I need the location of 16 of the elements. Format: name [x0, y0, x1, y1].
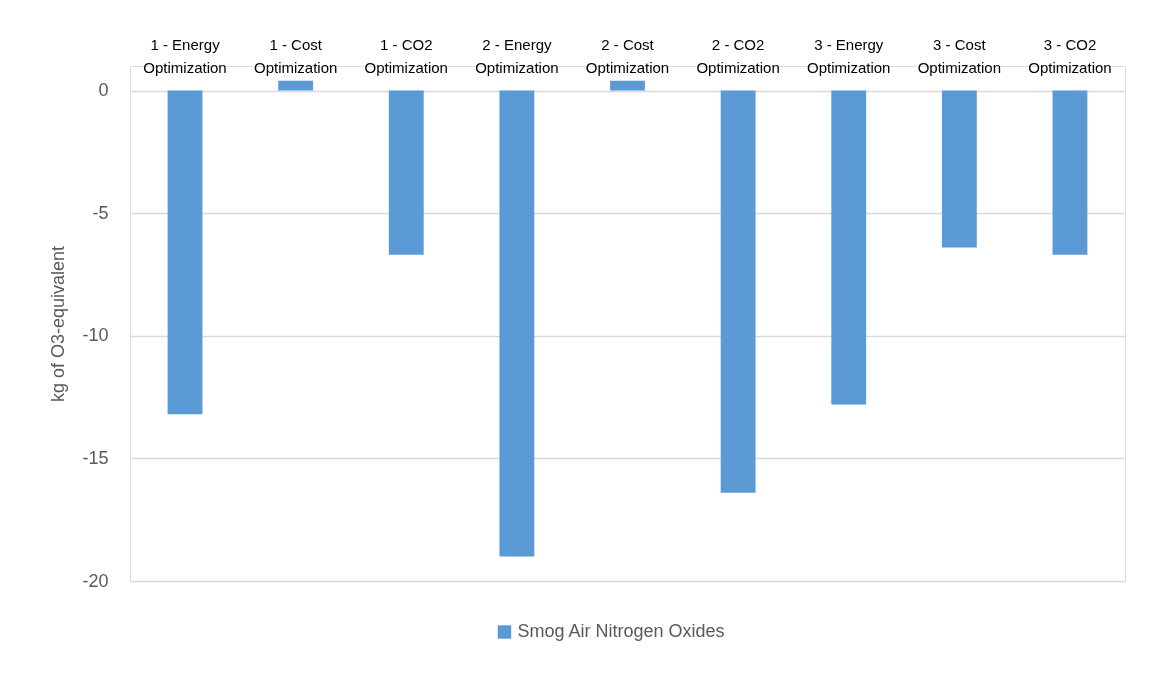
y-tick-label: -15 [82, 447, 109, 468]
y-axis-title: kg of O3-equivalent [48, 245, 69, 403]
y-tick-label: -5 [92, 202, 109, 223]
y-tick-label: -10 [82, 325, 109, 346]
x-tick-label: 1 - Energy Optimization [143, 35, 227, 76]
x-tick-label: 2 - Cost Optimization [585, 35, 670, 76]
x-tick-label: 1 - Cost Optimization [253, 35, 338, 76]
x-tick-label: 3 - Cost Optimization [917, 35, 1002, 76]
x-tick-label: 3 - Energy Optimization [807, 35, 891, 76]
x-tick-label: 2 - Energy Optimization [475, 35, 559, 76]
legend-label: Smog Air Nitrogen Oxides [517, 621, 725, 641]
x-tick-label: 1 - CO2 Optimization [364, 35, 448, 76]
x-tick-label: 3 - CO2 Optimization [1028, 35, 1112, 76]
y-tick-label: -20 [82, 570, 109, 591]
x-tick-label: 2 - CO2 Optimization [696, 35, 780, 76]
y-tick-label: 0 [98, 80, 109, 101]
